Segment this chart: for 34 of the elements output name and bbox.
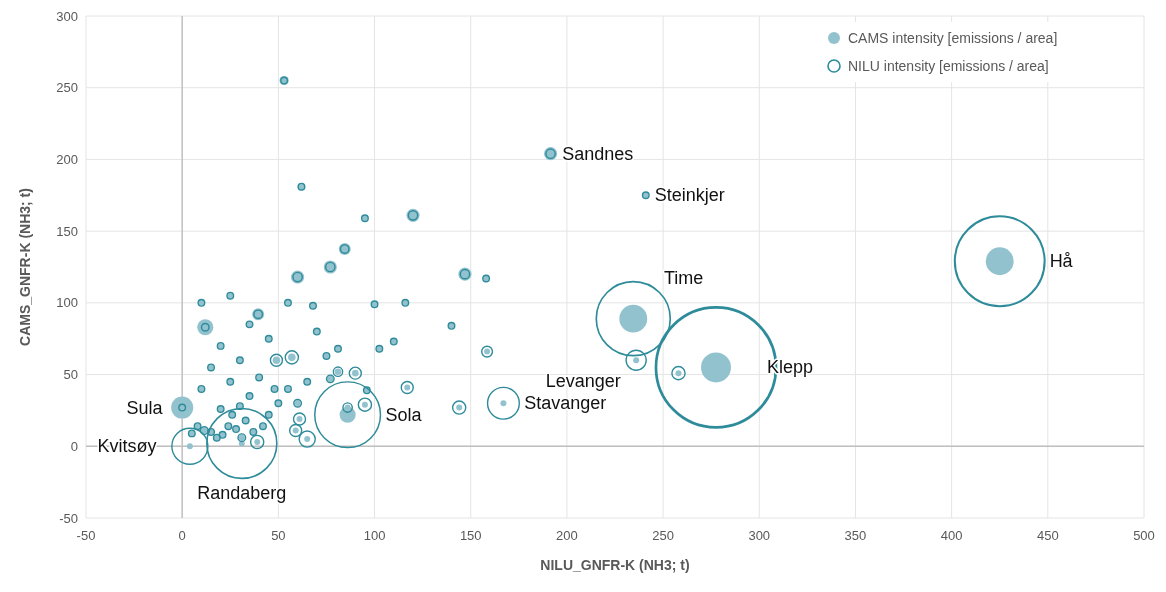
annotation: Steinkjer (654, 185, 725, 206)
annotation: Randaberg (197, 483, 287, 504)
x-tick-label: 100 (363, 528, 386, 543)
y-tick-label: 150 (56, 223, 78, 239)
x-tick-label: -50 (76, 528, 96, 543)
x-tick-label: 200 (556, 528, 578, 543)
annotation: Time (663, 268, 704, 289)
legend-label: CAMS intensity [emissions / area] (848, 30, 1058, 46)
y-tick-label: -50 (59, 510, 78, 526)
y-tick-label: 0 (70, 438, 78, 454)
x-tick-label: 50 (271, 528, 286, 543)
x-tick-label: 400 (940, 528, 963, 543)
y-tick-label: 100 (56, 295, 78, 311)
x-tick-label: 0 (178, 528, 186, 543)
y-axis-title: CAMS_GNFR-K (NH3; t) (17, 188, 33, 346)
x-tick-label: 150 (459, 528, 482, 543)
x-tick-label: 300 (748, 528, 771, 543)
annotation: Sandnes (562, 143, 634, 164)
annotation: Sola (385, 404, 423, 425)
y-tick-label: 300 (56, 8, 78, 24)
y-tick-label: 200 (56, 151, 78, 167)
y-tick-label: 50 (63, 367, 78, 383)
legend-label: NILU intensity [emissions / area] (848, 58, 1049, 74)
annotation: Sula (126, 397, 164, 418)
annotation: Stavanger (524, 393, 607, 414)
x-tick-label: 500 (1133, 528, 1155, 543)
x-tick-label: 350 (844, 528, 867, 543)
y-tick-label: 250 (56, 80, 78, 96)
x-tick-label: 250 (652, 528, 674, 543)
x-tick-label: 450 (1036, 528, 1059, 543)
annotation: Hå (1049, 251, 1074, 272)
annotation: Kvitsøy (97, 436, 157, 457)
x-axis-title: NILU_GNFR-K (NH3; t) (540, 557, 690, 573)
annotation: Levanger (545, 371, 621, 392)
